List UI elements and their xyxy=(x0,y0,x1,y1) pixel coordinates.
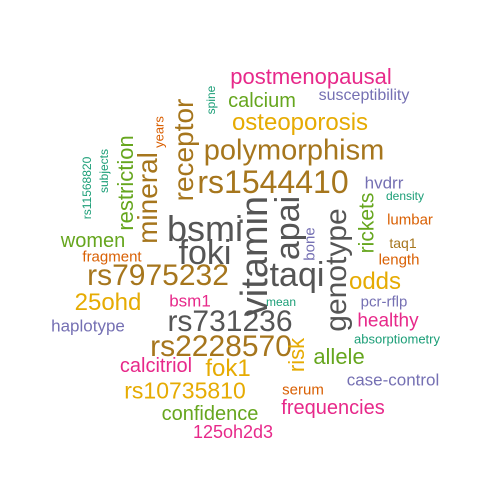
word-pcr-rflp: pcr-rflp xyxy=(360,293,408,311)
word-bsm1: bsm1 xyxy=(169,291,211,311)
word-rs10735810: rs10735810 xyxy=(124,377,246,404)
word-25ohd: 25ohd xyxy=(74,289,142,316)
word-rs2228570: rs2228570 xyxy=(150,330,292,363)
word-125oh2d3: 125oh2d3 xyxy=(192,422,274,442)
word-rickets: rickets xyxy=(355,192,379,254)
word-case-control: case-control xyxy=(346,370,440,390)
word-taqi: taqi xyxy=(269,256,325,294)
word-spine: spine xyxy=(204,85,218,115)
word-apai: apai xyxy=(269,195,307,261)
word-haplotype: haplotype xyxy=(51,316,125,336)
word-bone: bone xyxy=(301,227,319,261)
word-calcium: calcium xyxy=(228,90,296,112)
word-mineral: mineral xyxy=(132,152,163,244)
word-postmenopausal: postmenopausal xyxy=(230,64,392,89)
word-susceptibility: susceptibility xyxy=(318,87,410,104)
word-bsmi: bsmi xyxy=(166,208,244,249)
word-mean: mean xyxy=(265,295,297,309)
word-odds: odds xyxy=(348,268,402,295)
word-allele: allele xyxy=(313,344,365,369)
word-frequencies: frequencies xyxy=(281,397,385,419)
word-rs7975232: rs7975232 xyxy=(87,259,229,292)
word-rs731236: rs731236 xyxy=(167,305,293,338)
word-years: years xyxy=(151,116,167,148)
word-subjects: subjects xyxy=(97,148,111,194)
word-absorptiometry: absorptiometry xyxy=(354,331,440,347)
word-healthy: healthy xyxy=(357,310,419,332)
word-fragment: fragment xyxy=(82,248,142,266)
word-receptor: receptor xyxy=(168,98,199,202)
word-calcitriol: calcitriol xyxy=(119,355,193,377)
word-lumbar: lumbar xyxy=(387,211,433,229)
word-hvdrr: hvdrr xyxy=(364,173,404,193)
word-density: density xyxy=(385,189,425,203)
word-risk: risk xyxy=(284,337,309,373)
word-osteoporosis: osteoporosis xyxy=(231,109,369,136)
word-taq1: taq1 xyxy=(389,235,417,251)
word-rs11568820: rs11568820 xyxy=(80,156,94,220)
word-fok1: fok1 xyxy=(205,355,251,382)
word-length: length xyxy=(378,251,420,269)
word-women: women xyxy=(60,230,126,252)
word-genotype: genotype xyxy=(320,208,353,332)
word-polymorphism: polymorphism xyxy=(203,134,385,167)
word-serum: serum xyxy=(282,381,324,399)
word-rs1544410: rs1544410 xyxy=(197,164,349,200)
word-confidence: confidence xyxy=(161,403,259,425)
word-foki: foki xyxy=(178,234,232,272)
